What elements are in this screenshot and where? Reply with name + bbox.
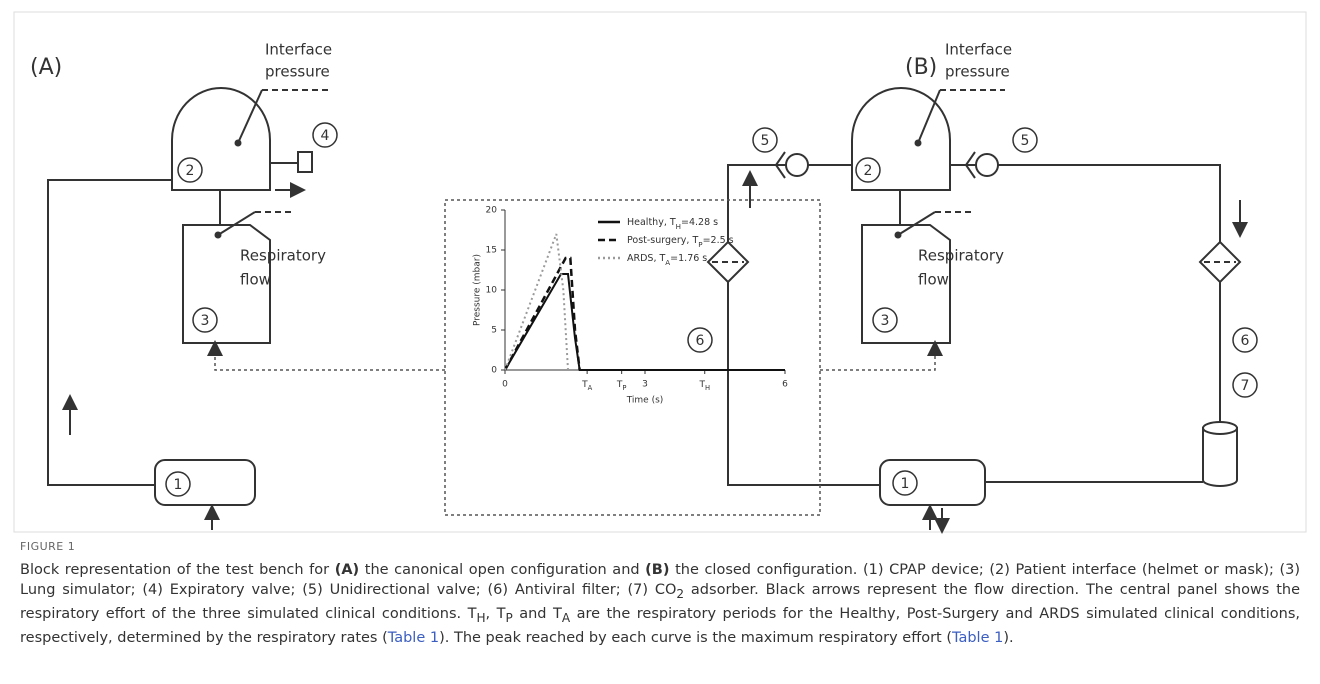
panel-label: (B): [905, 55, 937, 80]
series-line: [503, 256, 581, 371]
caption-run: are the respiratory periods for the Heal…: [20, 605, 1300, 646]
component-circle: [177, 157, 203, 183]
interface-label: Interface: [265, 41, 332, 59]
component-number: 1: [901, 476, 910, 492]
x-axis-label: Time (s): [626, 396, 664, 406]
text-run: A: [588, 384, 593, 392]
y-axis-label: Pressure (mbar): [473, 254, 483, 326]
caption-run: A: [561, 610, 571, 625]
table-link[interactable]: Table 1: [952, 629, 1004, 646]
component-number: 5: [761, 133, 770, 149]
figure-border: [13, 11, 1307, 533]
text-run: H: [676, 222, 681, 231]
x-tick-label: 6: [782, 380, 788, 390]
legend-label: Post-surgery, TP=2.5 s: [627, 235, 734, 249]
inset-border: [444, 199, 821, 516]
series-line: [504, 233, 569, 371]
x-tick-label: TH: [698, 380, 710, 393]
component-circle: [752, 127, 778, 153]
figure: (A) Interface pressure Respiratory flow …: [13, 11, 1307, 534]
component-number: 2: [864, 163, 873, 179]
caption-label: FIGURE 1: [20, 540, 76, 553]
text-run: T: [616, 380, 623, 390]
component-circle: [872, 307, 898, 333]
y-tick-label: 20: [486, 206, 498, 216]
caption-run: 2: [676, 586, 685, 601]
component-circle: [892, 470, 918, 496]
text-run: =4.28 s: [681, 217, 718, 228]
component-number: 6: [696, 333, 705, 349]
panel-a-diagram: (A) Interface pressure Respiratory flow: [30, 41, 445, 530]
interface-label: Interface: [945, 41, 1012, 59]
caption-run: the canonical open configuration and: [359, 562, 646, 578]
y-tick-label: 5: [491, 326, 497, 336]
caption-run: , T: [485, 605, 506, 622]
component-number: 2: [186, 163, 195, 179]
y-tick-label: 15: [486, 246, 497, 256]
y-tick-label: 0: [491, 366, 497, 376]
x-tick-label: TP: [616, 380, 627, 393]
caption-run: H: [476, 610, 486, 625]
caption-run: (B): [645, 562, 670, 578]
text-run: P: [698, 240, 703, 249]
flow-label: flow: [918, 271, 949, 289]
text-run: P: [622, 384, 626, 392]
component-circle: [165, 471, 191, 497]
panel-b-diagram: (B) Interface pressure Respiratory flow: [706, 41, 1248, 534]
legend-label: Healthy, TH=4.28 s: [627, 217, 718, 231]
caption-run: (A): [334, 562, 360, 578]
interface-label: pressure: [945, 63, 1010, 81]
caption-run: P: [505, 610, 513, 625]
component-number: 3: [201, 313, 210, 329]
component-circle: [855, 157, 881, 183]
flow-label: Respiratory: [240, 247, 326, 265]
panel-label: (A): [30, 55, 62, 80]
flow-label: flow: [240, 271, 271, 289]
caption: Block representation of the test bench f…: [20, 560, 1300, 648]
text-run: =2.5 s: [703, 235, 734, 246]
interface-label: pressure: [265, 63, 330, 81]
component-circle: [1232, 327, 1258, 353]
table-link[interactable]: Table 1: [387, 629, 440, 646]
x-tick-label: TA: [581, 380, 593, 393]
caption-run: Block representation of the test bench f…: [20, 562, 335, 578]
component-number: 4: [321, 128, 330, 144]
text-run: T: [581, 380, 588, 390]
text-run: Post-surgery, T: [627, 235, 698, 246]
x-tick-label: 0: [502, 380, 508, 390]
text-run: Healthy, T: [627, 217, 676, 228]
component-circle: [192, 307, 218, 333]
caption-run: the closed configuration. (1) CPAP devic…: [20, 562, 1300, 598]
caption-run: ).: [1003, 629, 1014, 646]
component-number: 5: [1021, 133, 1030, 149]
component-number: 6: [1241, 333, 1250, 349]
flow-label: Respiratory: [918, 247, 1004, 265]
y-tick-label: 10: [486, 286, 498, 296]
component-number: 1: [174, 477, 183, 493]
text-run: =1.76 s: [670, 253, 707, 264]
text-run: H: [705, 384, 710, 392]
x-tick-label: 3: [642, 380, 648, 390]
component-circle: [1012, 127, 1038, 153]
text-run: A: [665, 258, 670, 267]
component-circle: [1232, 372, 1258, 398]
component-number: 7: [1241, 378, 1250, 394]
series-line: [504, 273, 785, 371]
text-run: T: [698, 380, 705, 390]
caption-run: ). The peak reached by each curve is the…: [439, 629, 952, 646]
text-run: ARDS, T: [627, 253, 665, 264]
component-number: 3: [881, 313, 890, 329]
legend-label: ARDS, TA=1.76 s: [627, 253, 707, 267]
caption-run: adsorber. Black arrows represent the flo…: [20, 582, 1300, 622]
caption-run: and T: [512, 605, 562, 622]
component-circle: [312, 122, 338, 148]
component-circle: [687, 327, 713, 353]
